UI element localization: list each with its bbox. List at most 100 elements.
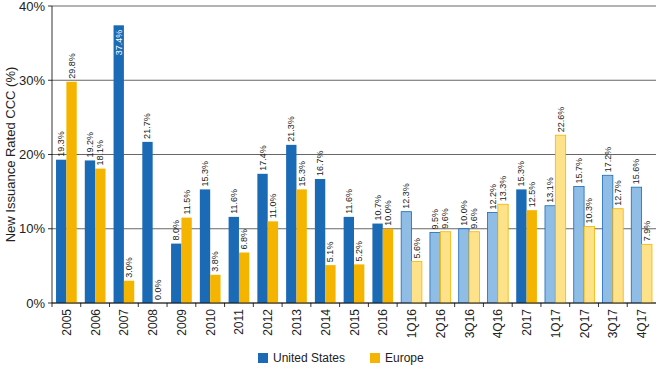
data-label: 29.8% — [67, 53, 77, 79]
data-label: 9.6% — [440, 208, 450, 229]
data-label: 12.7% — [613, 180, 623, 206]
x-tick-label: 3Q16 — [463, 309, 477, 339]
bar — [229, 217, 239, 303]
bar — [95, 169, 105, 303]
data-label: 5.2% — [354, 241, 364, 262]
bar — [613, 209, 623, 303]
bar — [66, 82, 76, 303]
x-tick — [368, 303, 369, 307]
legend-swatch — [258, 353, 268, 363]
x-tick-label: 2007 — [117, 309, 131, 336]
bar — [124, 281, 134, 303]
bar — [642, 244, 652, 303]
data-label: 12.3% — [401, 183, 411, 209]
bar — [555, 135, 565, 303]
y-tick-label: 10% — [19, 221, 45, 236]
data-label: 16.7% — [315, 150, 325, 176]
grid-line — [52, 6, 656, 7]
y-axis-line — [52, 6, 53, 303]
x-tick — [109, 303, 110, 307]
bar — [383, 229, 393, 303]
legend: United StatesEurope — [258, 351, 424, 365]
x-tick-label: 1Q16 — [405, 309, 419, 339]
x-tick-label: 2013 — [290, 309, 304, 336]
x-tick — [253, 303, 254, 307]
bar — [527, 210, 537, 303]
x-tick-label: 2Q16 — [434, 309, 448, 339]
bar — [631, 187, 641, 303]
x-tick-label: 4Q16 — [491, 309, 505, 339]
chart: 0%10%20%30%40%New Issuance Rated CCC (%)… — [0, 0, 662, 371]
y-tick-label: 40% — [19, 0, 45, 14]
data-label: 15.7% — [574, 158, 584, 184]
x-tick — [540, 303, 541, 307]
x-tick — [167, 303, 168, 307]
data-label: 19.3% — [56, 131, 66, 157]
y-tick — [48, 228, 52, 229]
bar — [603, 175, 613, 303]
x-tick-label: 2006 — [89, 309, 103, 336]
y-tick — [48, 6, 52, 7]
data-label: 11.5% — [182, 190, 192, 215]
bar — [516, 189, 526, 303]
x-tick — [425, 303, 426, 307]
data-label: 5.6% — [412, 238, 422, 259]
x-tick-label: 2017 — [520, 309, 534, 336]
bar — [574, 186, 584, 303]
x-tick-label: 2016 — [376, 309, 390, 336]
y-tick — [48, 303, 52, 304]
legend-label: United States — [273, 351, 345, 365]
grid-line — [52, 80, 656, 81]
bar — [354, 264, 364, 303]
page: {"chart_data": { "type": "bar", "y_label… — [0, 0, 662, 371]
bar — [142, 142, 152, 303]
x-tick — [454, 303, 455, 307]
x-tick — [397, 303, 398, 307]
data-label: 22.6% — [556, 107, 566, 133]
bar — [200, 189, 210, 303]
bar — [440, 232, 450, 303]
data-label: 11.6% — [229, 189, 239, 214]
x-tick-label: 2012 — [261, 309, 275, 336]
x-tick-label: 2Q17 — [578, 309, 592, 339]
y-tick — [48, 154, 52, 155]
data-label: 5.1% — [325, 242, 335, 263]
x-tick-label: 2005 — [60, 309, 74, 336]
data-label: 15.6% — [631, 159, 641, 185]
bar — [430, 232, 440, 303]
data-label: 7.9% — [642, 221, 652, 242]
x-tick-label: 2010 — [204, 309, 218, 336]
bar — [325, 265, 335, 303]
data-label: 10.3% — [584, 198, 594, 224]
bar — [114, 25, 124, 303]
bar — [315, 179, 325, 303]
y-tick-label: 30% — [19, 73, 45, 88]
grid-line — [52, 303, 656, 304]
x-tick-label: 3Q17 — [606, 309, 620, 339]
data-label: 9.5% — [430, 209, 440, 230]
data-label: 10.0% — [383, 200, 393, 226]
bar — [372, 224, 382, 303]
bar — [171, 244, 181, 303]
x-tick — [282, 303, 283, 307]
bar — [268, 221, 278, 303]
y-axis-title: New Issuance Rated CCC (%) — [3, 67, 18, 243]
x-tick-label: 2014 — [319, 309, 333, 336]
data-label: 13.1% — [545, 177, 555, 203]
bar — [296, 189, 306, 303]
x-tick-label: 2008 — [146, 309, 160, 336]
bar — [239, 253, 249, 303]
data-label: 3.8% — [210, 251, 220, 272]
bar — [257, 174, 267, 303]
bar — [459, 229, 469, 303]
x-tick-label: 1Q17 — [549, 309, 563, 339]
x-tick — [195, 303, 196, 307]
data-label: 15.3% — [297, 161, 307, 187]
bar — [210, 275, 220, 303]
data-label: 15.3% — [516, 161, 526, 187]
x-tick-label: 4Q17 — [635, 309, 649, 339]
x-tick — [627, 303, 628, 307]
bar — [85, 160, 95, 303]
bar — [545, 206, 555, 303]
bar — [487, 212, 497, 303]
